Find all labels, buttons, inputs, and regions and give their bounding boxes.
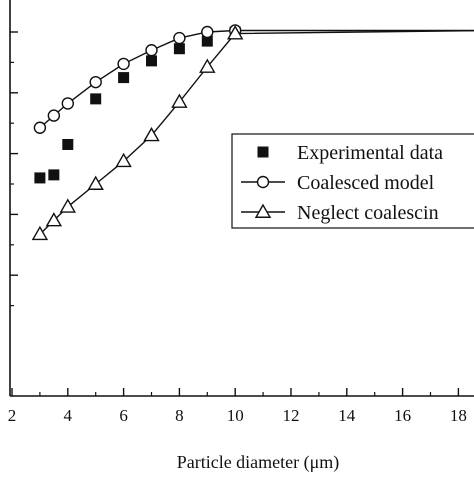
- axes-layer: 2 4 6 8 10 12 14 16 18: [8, 0, 474, 425]
- legend-item-2: Neglect coalescin: [241, 202, 439, 224]
- x-tick-label: 8: [175, 406, 184, 425]
- x-tick-label: 18: [450, 406, 467, 425]
- x-axis-label: Particle diameter (μm): [177, 452, 340, 473]
- data-point: [171, 93, 188, 108]
- data-point: [143, 126, 160, 142]
- x-tick-label: 12: [283, 406, 300, 425]
- x-tick-label: 6: [119, 406, 128, 425]
- data-point: [118, 72, 130, 84]
- series-2: [31, 25, 474, 241]
- data-point: [47, 109, 61, 122]
- x-tick-label: 10: [227, 406, 244, 425]
- x-tick-label: 16: [394, 406, 411, 425]
- data-point: [34, 172, 46, 184]
- series-line-1: [39, 29, 474, 129]
- legend-marker: [256, 175, 270, 189]
- series-1: [33, 24, 474, 134]
- data-point: [201, 35, 213, 47]
- x-tick-label: 4: [64, 406, 73, 425]
- data-point: [62, 138, 74, 150]
- data-point: [115, 152, 132, 168]
- data-point: [89, 75, 102, 89]
- data-point: [45, 212, 63, 227]
- legend: Experimental data Coalesced model Neglect …: [231, 133, 474, 229]
- data-point: [145, 44, 158, 57]
- legend-item-0: Experimental data: [257, 142, 443, 164]
- legend-marker: [257, 146, 269, 158]
- data-point: [199, 58, 216, 73]
- data-point: [31, 225, 49, 241]
- data-point: [201, 25, 214, 39]
- legend-label: Neglect coalescin: [297, 202, 439, 224]
- data-point: [173, 31, 186, 45]
- series-line-2: [39, 29, 474, 235]
- data-point: [90, 93, 102, 105]
- legend-label: Experimental data: [297, 142, 443, 164]
- legend-item-1: Coalesced model: [241, 172, 435, 194]
- data-point: [117, 57, 130, 71]
- x-tick-label: 2: [8, 406, 17, 425]
- x-tick-label: 14: [338, 406, 356, 425]
- data-point: [33, 121, 47, 134]
- data-point: [48, 169, 60, 181]
- data-point: [173, 43, 185, 55]
- data-point: [61, 97, 75, 110]
- legend-box: [231, 133, 474, 229]
- data-point: [226, 25, 244, 40]
- data-point: [87, 175, 104, 190]
- series-layer: [31, 24, 474, 241]
- legend-label: Coalesced model: [297, 172, 435, 194]
- data-point: [146, 55, 157, 67]
- data-point: [59, 198, 77, 213]
- legend-marker: [254, 203, 272, 218]
